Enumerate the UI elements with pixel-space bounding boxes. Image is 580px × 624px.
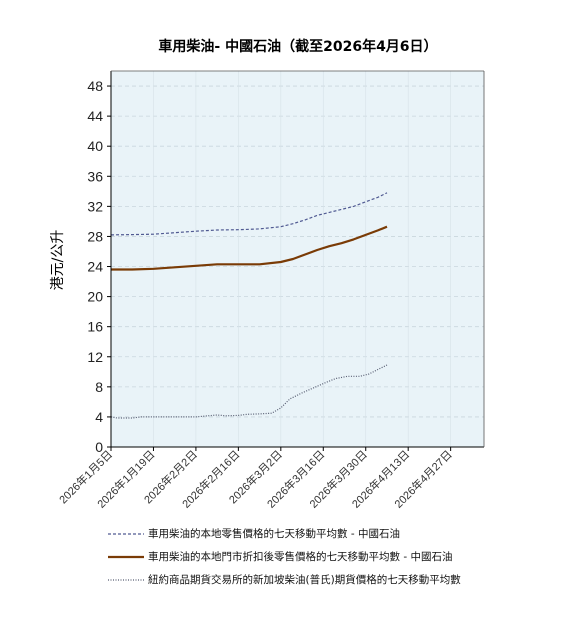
legend-label: 紐約商品期貨交易所的新加坡柴油(普氏)期貨價格的七天移動平均數 bbox=[148, 574, 461, 586]
series-line-3 bbox=[110, 364, 388, 419]
plot-area bbox=[111, 71, 484, 447]
y-tick-label: 48 bbox=[87, 78, 103, 94]
y-tick-label: 20 bbox=[87, 289, 103, 305]
y-tick-label: 16 bbox=[87, 319, 103, 335]
y-axis-label: 港元/公升 bbox=[50, 230, 66, 291]
y-tick-label: 32 bbox=[87, 198, 103, 214]
legend-item: 紐約商品期貨交易所的新加坡柴油(普氏)期貨價格的七天移動平均數 bbox=[108, 568, 461, 591]
legend-item: 車用柴油的本地門市折扣後零售價格的七天移動平均數 - 中國石油 bbox=[108, 545, 461, 568]
y-tick-label: 12 bbox=[87, 349, 103, 365]
x-grid-lines bbox=[110, 71, 451, 447]
y-tick-label: 4 bbox=[95, 409, 103, 425]
y-tick-label: 8 bbox=[95, 379, 103, 395]
legend-item: 車用柴油的本地零售價格的七天移動平均數 - 中國石油 bbox=[108, 522, 461, 545]
series-line-1 bbox=[110, 192, 388, 236]
grid-lines bbox=[111, 85, 484, 418]
y-tick-label: 24 bbox=[87, 259, 103, 275]
y-tick-label: 40 bbox=[87, 138, 103, 154]
legend-label: 車用柴油的本地門市折扣後零售價格的七天移動平均數 - 中國石油 bbox=[148, 551, 453, 563]
legend-swatch-solid bbox=[108, 555, 144, 558]
legend: 車用柴油的本地零售價格的七天移動平均數 - 中國石油 車用柴油的本地門市折扣後零… bbox=[108, 522, 461, 591]
series-line-2 bbox=[111, 225, 388, 271]
y-tick-label: 28 bbox=[87, 228, 103, 244]
legend-label: 車用柴油的本地零售價格的七天移動平均數 - 中國石油 bbox=[148, 528, 400, 540]
legend-swatch-dashed bbox=[108, 532, 144, 535]
legend-swatch-dotted bbox=[108, 578, 144, 581]
y-tick-label: 36 bbox=[87, 168, 103, 184]
y-tick-label: 0 bbox=[95, 439, 103, 455]
y-tick-label: 44 bbox=[87, 108, 103, 124]
series-group bbox=[110, 192, 388, 419]
chart-title: 車用柴油- 中國石油（截至2026年4月6日） bbox=[158, 38, 437, 55]
x-ticks: 2026年1月5日2026年1月19日2026年2月2日2026年2月16日20… bbox=[56, 447, 455, 511]
